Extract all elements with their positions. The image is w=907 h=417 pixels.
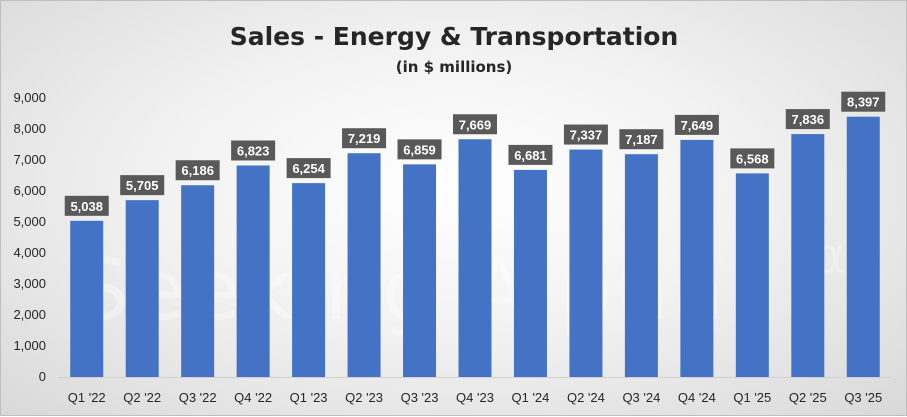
x-tick-label: Q2 '24 [567, 390, 605, 405]
x-axis: Q1 '22 Q2 '22 Q3 '22 Q4 '22 Q1 '23 Q2 '23 Q3 '… [59, 377, 891, 405]
bar [236, 165, 270, 377]
data-label-box [785, 109, 830, 130]
y-tick-label: 4,000 [13, 245, 46, 260]
bar [513, 169, 547, 377]
chart-subtitle: (in $ millions) [396, 58, 513, 76]
data-label: 6,186 [181, 163, 214, 178]
data-label-box [120, 175, 165, 196]
bar [403, 164, 437, 377]
bars: 5,038 5,705 6,186 6,823 6,254 7,219 6,859 7,669… [64, 91, 886, 378]
data-label: 7,219 [348, 131, 381, 146]
data-label: 6,859 [403, 142, 436, 157]
data-label: 5,705 [126, 178, 159, 193]
data-label-box [453, 114, 497, 135]
bar [624, 154, 658, 377]
x-tick-label: Q2 '22 [123, 390, 161, 405]
data-label-box [175, 160, 220, 181]
data-label-box [231, 140, 276, 161]
y-tick-label: 1,000 [13, 338, 46, 353]
y-tick-label: 5,000 [13, 214, 46, 229]
bar [70, 220, 104, 377]
bar [791, 134, 825, 377]
bar [292, 183, 326, 377]
chart-title: Sales - Energy & Transportation [230, 22, 679, 51]
bar [458, 139, 492, 377]
data-label-box [730, 148, 775, 169]
data-label: 6,681 [514, 148, 547, 163]
x-tick-label: Q3 '22 [179, 390, 217, 405]
bar [181, 185, 215, 377]
data-label: 7,649 [681, 118, 714, 133]
data-label-box [64, 195, 109, 216]
y-tick-label: 2,000 [13, 307, 46, 322]
x-tick-label: Q1 '24 [512, 390, 550, 405]
bar [569, 149, 603, 377]
bar [735, 173, 769, 377]
data-label: 6,823 [237, 143, 270, 158]
x-tick-label: Q2 '25 [789, 390, 827, 405]
y-tick-label: 7,000 [13, 152, 46, 167]
x-tick-label: Q3 '23 [401, 390, 439, 405]
data-label-box [619, 129, 664, 150]
data-label-box [342, 128, 387, 149]
bar [680, 139, 714, 377]
x-tick-label: Q4 '22 [234, 390, 272, 405]
data-label-box [674, 114, 719, 135]
data-label: 8,397 [847, 95, 880, 110]
data-label: 5,038 [70, 199, 103, 214]
y-tick-label: 3,000 [13, 276, 46, 291]
x-tick-label: Q1 '22 [68, 390, 106, 405]
data-label-box [508, 144, 553, 165]
data-label-box [563, 124, 608, 145]
data-label: 7,669 [459, 117, 492, 132]
data-label-box [397, 139, 442, 160]
y-tick-label: 8,000 [13, 121, 46, 136]
x-tick-label: Q4 '24 [678, 390, 716, 405]
data-label: 7,836 [792, 112, 825, 127]
bar [125, 200, 159, 377]
data-label: 6,568 [736, 151, 769, 166]
y-tick-label: 6,000 [13, 183, 46, 198]
x-tick-label: Q1 '25 [733, 390, 771, 405]
x-tick-label: Q3 '24 [622, 390, 660, 405]
x-tick-label: Q4 '23 [456, 390, 494, 405]
data-label: 7,337 [570, 128, 603, 143]
data-label: 7,187 [625, 132, 658, 147]
bar [347, 153, 381, 377]
data-label: 6,254 [292, 161, 325, 176]
x-tick-label: Q1 '23 [290, 390, 328, 405]
bar [846, 116, 880, 378]
y-tick-label: 0 [39, 369, 46, 384]
data-label-box [286, 158, 331, 179]
x-tick-label: Q2 '23 [345, 390, 383, 405]
x-tick-label: Q3 '25 [844, 390, 882, 405]
y-tick-label: 9,000 [13, 90, 46, 105]
data-label-box [841, 91, 886, 112]
y-axis: 0 1,000 2,000 3,000 4,000 5,000 6,000 7,000 8,00… [13, 90, 46, 384]
